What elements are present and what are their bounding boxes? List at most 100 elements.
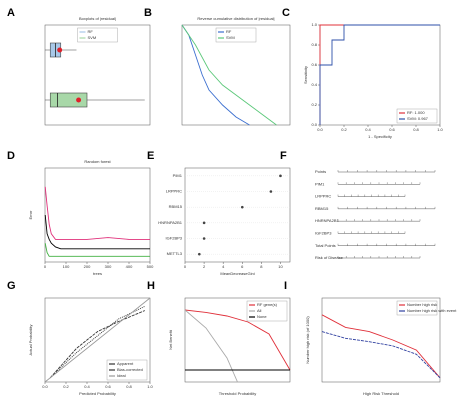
panel-label: A xyxy=(7,7,15,19)
x-tick-label: 8 xyxy=(260,264,263,269)
x-tick-label: 0.4 xyxy=(84,384,90,389)
x-axis-label: Threshold Probability xyxy=(219,391,257,396)
x-tick-label: 1.0 xyxy=(437,127,443,132)
legend-label: RF gene(s) xyxy=(257,302,278,307)
legend-label: SVM: 0.967 xyxy=(407,116,429,121)
row-label: PIM1 xyxy=(315,181,325,186)
x-tick-label: 300 xyxy=(105,264,112,269)
category-label: HNRNPA2B1 xyxy=(158,220,182,225)
box-mean xyxy=(57,47,63,53)
x-axis-label: trees xyxy=(93,271,102,276)
legend-box xyxy=(77,27,118,43)
x-tick-label: 0.2 xyxy=(63,384,69,389)
dot xyxy=(202,221,206,225)
series-line xyxy=(49,310,145,379)
legend-box xyxy=(396,300,438,316)
y-tick-label: 0.0 xyxy=(311,122,317,127)
series-line xyxy=(184,309,238,383)
y-axis-label: Number high risk (of 1000) xyxy=(305,316,310,364)
panel-label: E xyxy=(147,150,154,162)
legend-box xyxy=(396,108,438,124)
series-line xyxy=(321,331,441,379)
legend-label: Number high risk with event xyxy=(407,308,457,313)
x-tick-label: 500 xyxy=(147,264,154,269)
plot-frame xyxy=(184,167,291,263)
x-tick-label: 0.0 xyxy=(317,127,323,132)
plot-frame xyxy=(321,297,441,383)
row-label: IGF2BP3 xyxy=(315,230,332,235)
chart-title: Boxplots of |residual| xyxy=(79,16,116,21)
panel-label: B xyxy=(144,7,152,19)
panel-label: I xyxy=(284,280,287,292)
y-tick-label: 0.6 xyxy=(311,62,317,67)
category-label: LRPPRC xyxy=(166,189,182,194)
category-label: METTL3 xyxy=(167,251,183,256)
x-tick-label: 0 xyxy=(44,264,47,269)
dot xyxy=(198,252,201,256)
x-axis-label: 1 - Specificity xyxy=(368,134,392,139)
y-tick-label: 0.8 xyxy=(311,42,317,47)
series-line xyxy=(184,309,291,371)
legend-label: Ideal xyxy=(117,373,126,378)
legend-label: None xyxy=(257,314,267,319)
legend-label: RF xyxy=(226,29,232,34)
series-line xyxy=(44,214,150,250)
row-label: Total Points xyxy=(315,243,336,248)
chart-title: Random forest xyxy=(84,159,111,164)
x-tick-label: 400 xyxy=(126,264,133,269)
x-tick-label: 0.0 xyxy=(42,384,48,389)
series-line xyxy=(319,24,440,125)
category-label: PIM1 xyxy=(173,173,183,178)
x-axis-label: High Risk Threshold xyxy=(363,391,399,396)
y-axis-label: Net Benefit xyxy=(168,329,173,350)
dot xyxy=(279,174,282,178)
legend-label: Bias-corrected xyxy=(117,367,143,372)
series-line xyxy=(44,186,150,240)
legend-label: SVM xyxy=(226,35,235,40)
legend-label: Number high risk xyxy=(407,302,437,307)
legend-label: SVM xyxy=(88,35,97,40)
legend-box xyxy=(246,300,288,322)
plot-frame xyxy=(44,24,151,126)
x-tick-label: 2 xyxy=(203,264,206,269)
x-tick-label: 1.0 xyxy=(147,384,153,389)
box-body xyxy=(49,92,88,108)
y-axis-label: Actual Probability xyxy=(28,325,33,356)
x-tick-label: 0 xyxy=(184,264,187,269)
dot xyxy=(202,237,206,240)
x-tick-label: 100 xyxy=(63,264,70,269)
x-tick-label: 10 xyxy=(278,264,283,269)
row-label: LRPPRC xyxy=(315,194,331,199)
x-tick-label: 0.8 xyxy=(126,384,132,389)
legend-box xyxy=(106,359,148,381)
x-tick-label: 0.6 xyxy=(105,384,111,389)
plot-frame xyxy=(181,24,291,126)
legend-label: All xyxy=(257,308,262,313)
series-line xyxy=(181,24,277,126)
legend-label: Apparent xyxy=(117,361,134,366)
plot-frame xyxy=(44,167,151,263)
category-label: IGF2BP3 xyxy=(166,236,183,241)
x-tick-label: 200 xyxy=(84,264,91,269)
x-tick-label: 0.8 xyxy=(413,127,419,132)
row-label: Points xyxy=(315,169,326,174)
x-tick-label: 4 xyxy=(222,264,225,269)
legend-label: RF: 1.000 xyxy=(407,110,425,115)
y-tick-label: 0.4 xyxy=(311,82,317,87)
x-tick-label: 0.2 xyxy=(341,127,347,132)
panel-label: F xyxy=(280,150,287,162)
box-mean xyxy=(76,97,82,103)
series-line xyxy=(181,24,250,126)
row-label: HNRNPA2B1 xyxy=(315,218,339,223)
series-line xyxy=(321,314,441,379)
panel-label: D xyxy=(7,150,15,162)
legend-label: RF xyxy=(88,29,94,34)
series-line xyxy=(49,305,145,379)
legend-box xyxy=(215,27,257,43)
plot-frame xyxy=(44,297,151,383)
y-axis-label: Error xyxy=(28,210,33,220)
panel-label: G xyxy=(7,280,16,292)
x-axis-label: Predicted Probability xyxy=(79,391,116,396)
series-line xyxy=(44,297,151,383)
x-tick-label: 0.4 xyxy=(365,127,371,132)
